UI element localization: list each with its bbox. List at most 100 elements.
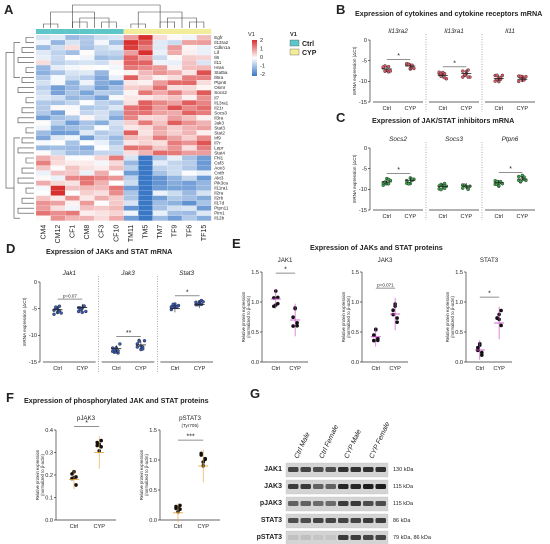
heatmap-cell [50,130,66,136]
heatmap-cell [138,165,153,171]
x-tick-label: CYP [197,524,209,530]
heatmap-cell [50,90,66,96]
heatmap-cell [35,55,51,61]
dendrogram-branch [17,147,34,154]
heatmap-cell [35,210,51,216]
heatmap-cell [181,215,197,221]
heatmap-cell [108,175,124,181]
heatmap-cell [79,115,95,121]
blot-band [325,535,336,540]
heatmap-cell [108,110,124,116]
heatmap-cell [167,210,183,216]
x-tick-label: Ctrl [171,366,180,372]
heatmap-cell [138,65,153,71]
blot-band [375,467,386,472]
data-point [386,182,391,186]
heatmap-cell [196,90,212,96]
heatmap-cell [35,150,51,156]
y-tick-label: -5 [362,166,367,172]
heatmap-cell [108,150,124,156]
heatmap-cell [50,70,66,76]
heatmap-cell [167,95,183,101]
heatmap-cell [94,195,110,201]
y-tick-label: 0.5 [455,330,463,336]
x-tick-label: Ctrl [70,524,79,530]
gene-label: Socs3 [214,110,227,115]
data-point [386,177,391,182]
significance-label: * [488,291,491,298]
heatmap-cell [138,210,153,216]
heatmap-cell [196,105,212,111]
heatmap-cell [152,65,168,71]
sample-label: TF9 [172,225,179,238]
heatmap-cell [65,34,80,41]
gene-label: Jak3 [214,120,224,125]
heatmap-cell [35,135,51,141]
heatmap-cell [108,140,124,146]
heatmap-cell [152,210,168,216]
heatmap-cell [50,75,66,81]
heatmap-cell [79,150,95,156]
significance-label: ** [126,330,132,337]
heatmap-cell [108,200,124,206]
legend-cyp-swatch [289,48,300,56]
heatmap-cell [79,125,95,131]
heatmap-cell [123,120,139,126]
heatmap-cell [138,130,153,136]
heatmap-cell [35,100,51,106]
heatmap-cell [152,49,168,56]
heatmap-cell [35,49,51,56]
heatmap-cell [167,170,183,176]
y-axis-label: (normalized to β-actin) [450,296,455,338]
blot-band [375,518,386,523]
data-point [82,304,86,308]
heatmap-cell [35,34,51,41]
significance-label: * [509,166,512,173]
heatmap-cell [138,90,153,96]
panel-b-title: Expression of cytokines and cytokine rec… [355,9,542,18]
heatmap-cell [79,170,95,176]
row-dendrogram [5,37,34,219]
heatmap-cell [94,49,110,56]
heatmap-cell [152,80,168,86]
group-bar-cell [138,29,153,34]
dendrogram-branch [13,137,20,219]
heatmap-cell [108,120,124,126]
heatmap-cell [138,135,153,141]
heatmap-cell [108,145,124,151]
heatmap-cell [152,120,168,126]
panel-e-plots: JAK1 0.0 0.5 1.0 1.5 Ctrl CYP * Relative protein… [241,257,512,372]
blot-column-label: Ctrl Female [318,424,340,460]
heatmap-cell [138,75,153,81]
dendrogram-branch [21,167,34,174]
blot-band [375,535,386,540]
heatmap-cell [79,44,95,51]
heatmap-cell [35,215,51,221]
y-tick-label: 1.0 [351,300,359,306]
heatmap-cell [152,180,168,186]
blot-column-label: Ctrl Male [293,431,311,459]
heatmap-cell [79,120,95,126]
heatmap-cell [108,80,124,86]
group-bar-cell [65,29,80,34]
data-point [203,456,207,461]
heatmap-cell [94,175,110,181]
heatmap-cell [65,90,80,96]
heatmap-cell [108,205,124,211]
blot-band [363,484,374,489]
heatmap-cell [50,145,66,151]
data-point [376,338,380,343]
data-point [52,312,56,316]
heatmap-cell [108,49,124,56]
significance-label: * [397,53,400,60]
heatmap-cell [196,55,212,61]
data-point [439,187,443,192]
y-tick-label: 0.1 [45,495,53,501]
legend-group-title: V1 [290,32,297,38]
heatmap-cell [94,140,110,146]
significance-label: p=0.07 [63,294,77,299]
y-axis-label: (normalized to β-actin) [144,454,149,496]
heatmap-cell [94,205,110,211]
dendrogram-branch [13,42,20,78]
data-point [291,324,295,328]
